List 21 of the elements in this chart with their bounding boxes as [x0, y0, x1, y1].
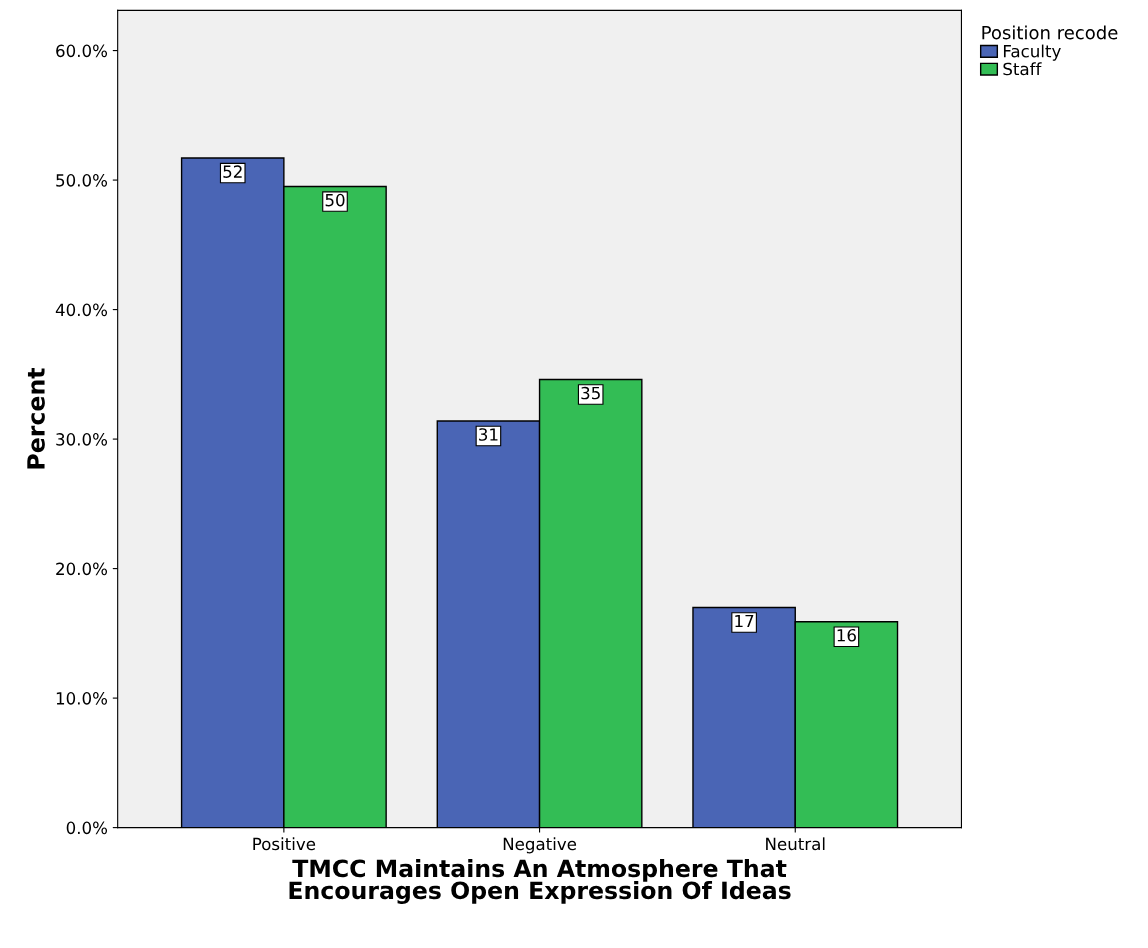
data-label: 31 — [479, 428, 498, 441]
y-tick-label: 10.0% — [56, 692, 108, 705]
y-tick-label: 50.0% — [56, 174, 108, 187]
y-tick-label: 0.0% — [66, 821, 108, 835]
legend-title: Position recode — [982, 25, 1118, 40]
y-tick-label: 20.0% — [56, 562, 108, 576]
y-tick-label: 60.0% — [56, 44, 108, 58]
y-axis-title: Percent — [27, 368, 45, 469]
data-label: 50 — [325, 193, 345, 207]
x-tick-label: Positive — [253, 837, 316, 851]
x-tick-label: Neutral — [766, 837, 825, 851]
data-label: 52 — [223, 165, 242, 178]
legend-label: Faculty — [1003, 44, 1061, 61]
legend-label: Staff — [1003, 62, 1042, 76]
y-tick-label: 30.0% — [56, 433, 108, 446]
x-tick-label: Negative — [503, 837, 577, 854]
x-axis-title: TMCC Maintains An Atmosphere That Encourages Open Expression Of Ideas — [289, 859, 791, 904]
y-tick-label: 40.0% — [55, 303, 108, 317]
data-label: 16 — [837, 628, 856, 642]
data-label: 35 — [581, 386, 600, 400]
data-label: 17 — [735, 614, 754, 628]
